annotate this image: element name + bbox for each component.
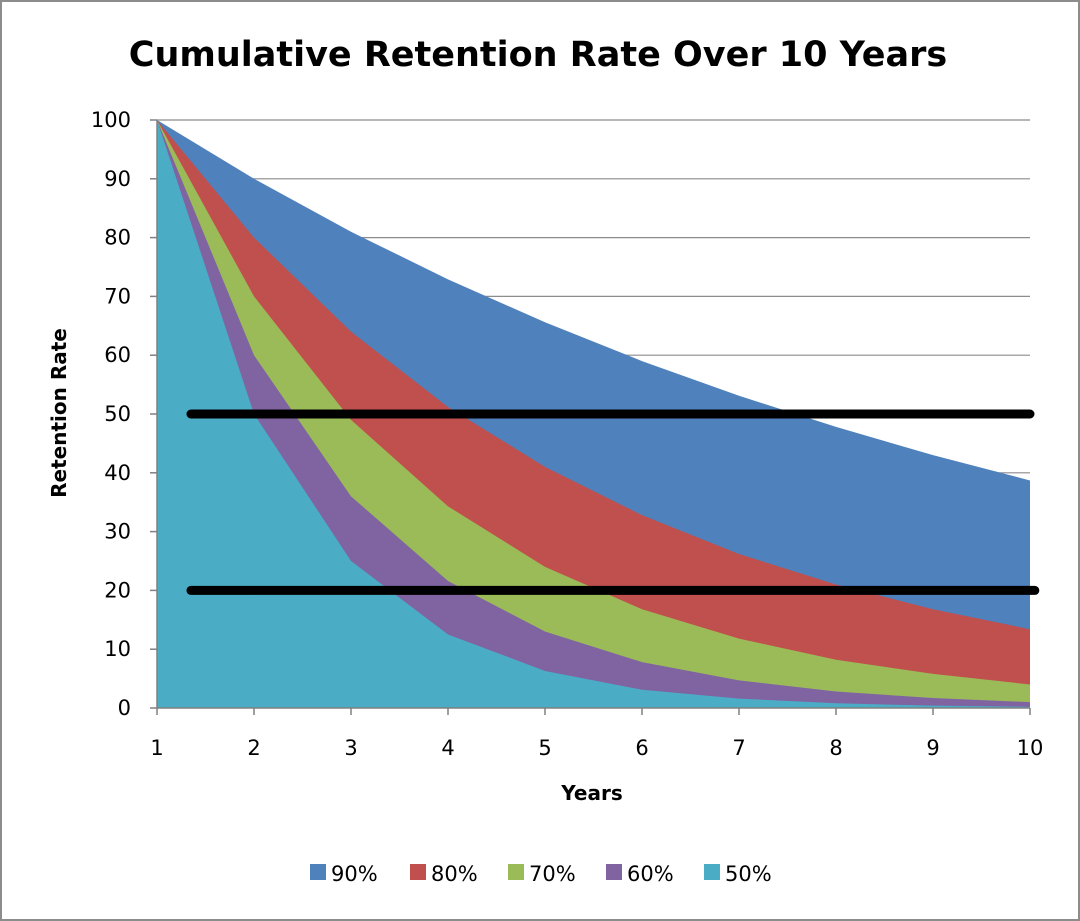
y-tick-label: 10 [104, 637, 131, 661]
legend-swatch [310, 864, 326, 880]
legend-label: 80% [431, 862, 478, 886]
axes [150, 119, 1031, 715]
legend-label: 50% [725, 862, 772, 886]
legend-swatch [508, 864, 524, 880]
y-tick-label: 70 [104, 284, 131, 308]
y-tick-label: 50 [104, 402, 131, 426]
x-tick-label: 3 [344, 736, 357, 760]
x-axis-title: Years [560, 781, 622, 805]
legend-swatch [410, 864, 426, 880]
chart-title: Cumulative Retention Rate Over 10 Years [129, 35, 947, 75]
x-tick-label: 10 [1017, 736, 1044, 760]
area-series-4 [157, 120, 1030, 708]
x-tick-label: 5 [538, 736, 551, 760]
reference-lines [186, 409, 1040, 595]
legend-label: 90% [331, 862, 378, 886]
x-tick-label: 1 [150, 736, 163, 760]
legend-label: 70% [529, 862, 576, 886]
x-tick-label: 2 [247, 736, 260, 760]
y-axis-title: Retention Rate [47, 328, 71, 498]
y-tick-label: 20 [104, 578, 131, 602]
area-series-3 [157, 120, 1030, 708]
y-tick-label: 60 [104, 343, 131, 367]
y-tick-label: 40 [104, 461, 131, 485]
legend-item-4: 50% [704, 862, 772, 886]
x-tick-label: 9 [926, 736, 939, 760]
legend-swatch [704, 864, 720, 880]
y-tick-label: 30 [104, 520, 131, 544]
legend-item-1: 80% [410, 862, 478, 886]
legend-swatch [606, 864, 622, 880]
y-tick-label: 90 [104, 167, 131, 191]
y-tick-labels: 0 10 20 30 40 50 60 70 80 90 100 [91, 108, 131, 720]
legend-item-2: 70% [508, 862, 576, 886]
x-tick-label: 8 [829, 736, 842, 760]
x-tick-labels: 1 2 3 4 5 6 7 8 9 10 [150, 736, 1043, 760]
legend-item-0: 90% [310, 862, 378, 886]
x-tick-label: 4 [441, 736, 454, 760]
x-tick-label: 7 [732, 736, 745, 760]
y-tick-label: 0 [118, 696, 131, 720]
legend: 90% 80% 70% 60% 50% [310, 862, 772, 886]
legend-label: 60% [627, 862, 674, 886]
legend-item-3: 60% [606, 862, 674, 886]
y-tick-label: 100 [91, 108, 131, 132]
x-tick-label: 6 [635, 736, 648, 760]
y-tick-label: 80 [104, 226, 131, 250]
